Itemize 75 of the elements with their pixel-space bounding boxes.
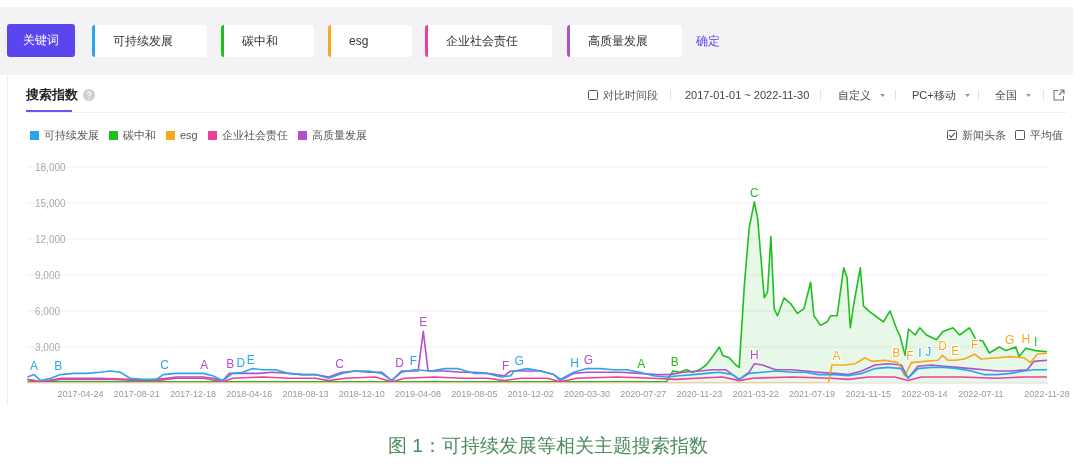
keyword-field: esg [328, 25, 412, 57]
x-tick-label: 2017-12-18 [169, 389, 217, 400]
annotation: A [832, 349, 841, 363]
y-tick-label: 18,000 [35, 161, 67, 173]
annotation: G [583, 352, 594, 367]
annotation: C [749, 185, 759, 200]
annotation: F [971, 338, 979, 353]
text: 平均值 [1030, 127, 1063, 143]
annotation: C [160, 358, 170, 373]
legend-label: 高质量发展 [311, 127, 367, 143]
x-tick-label: 2018-12-10 [338, 389, 385, 400]
annotation: B [670, 355, 679, 369]
annotation: I [918, 345, 922, 360]
x-tick-label: 2020-07-27 [620, 389, 667, 400]
annotation: A [200, 357, 209, 372]
annotation: H [749, 347, 759, 362]
text: 搜索指数 [26, 86, 78, 104]
x-tick-label: 2017-04-24 [57, 389, 104, 400]
text: 对比时间段 [603, 87, 658, 103]
annotation: F [906, 349, 914, 363]
y-tick-label: 6,000 [35, 305, 61, 317]
text: 2017-01-01 ~ 2022-11-30 [685, 89, 810, 101]
x-tick-label: 2017-08-21 [113, 389, 160, 400]
annotation: B [54, 359, 63, 374]
text: 图 1：可持续发展等相关主题搜索指数 [387, 434, 709, 458]
x-tick-label: 2021-11-15 [845, 389, 891, 400]
annotation: G [1005, 333, 1015, 348]
annotation: A [637, 356, 646, 371]
x-tick-label: 2020-11-23 [676, 389, 723, 400]
y-tick-label: 12,000 [35, 233, 67, 245]
annotation: A [30, 358, 39, 373]
text: PC+移动 [912, 87, 956, 103]
legend-label: 企业社会责任 [221, 127, 288, 143]
y-tick-label: 9,000 [35, 269, 61, 281]
y-tick-label: 3,000 [35, 341, 61, 353]
annotation: D [395, 356, 405, 371]
x-tick-label: 2020-03-30 [563, 389, 610, 400]
annotation: F [501, 358, 510, 373]
legend-label: 可持续发展 [44, 127, 99, 143]
legend-label: 碳中和 [123, 127, 156, 143]
annotation: H [1021, 332, 1031, 347]
x-tick-label: 2021-07-19 [789, 389, 836, 400]
keyword-field: 可持续发展 [92, 25, 207, 57]
legend-label: esg [180, 129, 198, 141]
annotation: D [236, 356, 246, 371]
annotation: I [1034, 334, 1038, 349]
text: 新闻头条 [962, 127, 1006, 143]
annotation: E [246, 353, 255, 368]
annotation: F [409, 353, 418, 368]
keyword-button: 关键词 [7, 24, 75, 57]
text: 自定义 [838, 87, 871, 103]
annotation: J [925, 345, 932, 360]
x-tick-label: 2018-08-13 [282, 389, 329, 400]
x-tick-label: 2021-03-22 [732, 389, 779, 400]
keyword-field: 高质量发展 [567, 25, 682, 57]
annotation: B [226, 357, 235, 372]
x-tick-label: 2022-07-11 [958, 389, 1004, 400]
annotation: D [938, 339, 948, 354]
annotation: B [892, 346, 901, 361]
y-tick-label: 15,000 [35, 197, 67, 209]
x-tick-label: 2019-08-05 [451, 389, 498, 400]
annotation: H [570, 355, 579, 370]
keyword-field: 企业社会责任 [425, 25, 552, 57]
x-tick-label: 2018-04-16 [226, 389, 273, 400]
annotation: C [335, 357, 345, 372]
x-tick-label: 2022-03-14 [901, 389, 948, 400]
annotation: G [514, 353, 524, 368]
keyword-field: 碳中和 [221, 25, 314, 57]
x-tick-label: 2019-04-08 [395, 389, 442, 400]
annotation: E [951, 344, 960, 359]
text: 确定 [696, 33, 720, 48]
annotation: E [419, 315, 428, 330]
text: 全国 [995, 87, 1017, 103]
x-tick-label: 2022-11-28 [1024, 389, 1070, 400]
x-tick-label: 2019-12-02 [507, 389, 554, 400]
